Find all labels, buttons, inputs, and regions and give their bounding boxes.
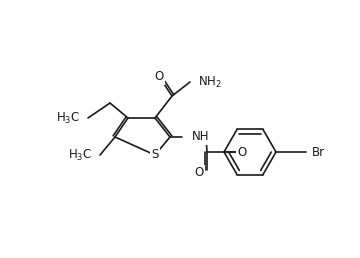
- Text: O: O: [237, 146, 247, 158]
- Text: O: O: [154, 70, 164, 84]
- Text: H$_3$C: H$_3$C: [56, 110, 80, 126]
- Text: S: S: [151, 149, 159, 162]
- Text: NH$_2$: NH$_2$: [198, 75, 222, 90]
- Text: O: O: [194, 166, 204, 180]
- Text: Br: Br: [312, 146, 325, 158]
- Text: H$_3$C: H$_3$C: [68, 148, 92, 163]
- Text: NH: NH: [192, 131, 210, 143]
